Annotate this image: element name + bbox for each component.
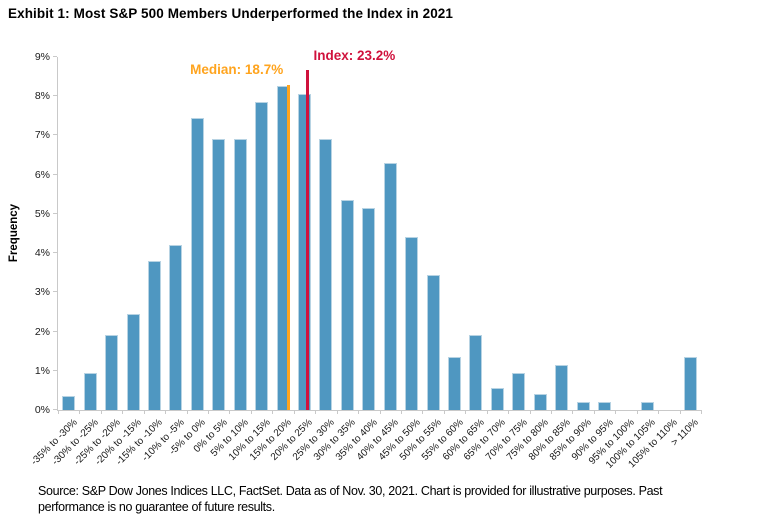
y-axis-tick (53, 56, 57, 57)
histogram-bar (297, 94, 311, 410)
histogram-bar (319, 139, 333, 410)
histogram-bar (576, 402, 590, 410)
x-axis-tick (701, 410, 702, 414)
histogram-bar (83, 372, 97, 410)
x-axis-tick (508, 410, 510, 414)
x-axis-tick (272, 410, 274, 414)
histogram-bar (469, 335, 483, 410)
index-line (305, 70, 309, 410)
y-axis-tick (53, 134, 57, 136)
histogram-bar (405, 237, 419, 410)
y-axis-tick-label: 5% (34, 207, 50, 220)
x-axis-tick (358, 410, 360, 414)
histogram-bar (490, 388, 504, 410)
y-axis-tick (53, 95, 57, 97)
x-axis-tick (615, 410, 617, 414)
x-axis-tick (550, 410, 552, 414)
histogram-bar (340, 200, 354, 410)
y-axis-tick-label: 8% (34, 90, 50, 103)
x-axis-tick (486, 410, 488, 414)
x-axis-tick (400, 410, 402, 414)
median-line (286, 85, 290, 410)
histogram-bar (105, 335, 119, 410)
x-axis-tick (315, 410, 317, 414)
y-axis-tick-label: 1% (34, 364, 50, 377)
histogram-bar (169, 245, 183, 410)
x-axis-tick (250, 410, 252, 414)
histogram-bar (147, 260, 161, 410)
histogram-bar (555, 364, 569, 410)
source-note-line1: Source: S&P Dow Jones Indices LLC, FactS… (38, 484, 663, 498)
y-axis-title: Frequency (8, 203, 20, 263)
x-axis-tick (229, 410, 231, 414)
index-label: Index: 23.2% (313, 48, 396, 63)
x-axis-tick (100, 410, 102, 414)
histogram-bar (255, 102, 269, 410)
histogram-bar (126, 313, 140, 410)
histogram-bar (683, 357, 697, 410)
x-axis-tick (443, 410, 445, 414)
x-axis-tick (572, 410, 574, 414)
histogram-bar (212, 139, 226, 410)
histogram-bar (533, 394, 547, 410)
y-axis-tick-label: 4% (34, 247, 50, 260)
histogram-bar (512, 372, 526, 410)
x-axis-tick (422, 410, 424, 414)
x-axis-tick (379, 410, 381, 414)
y-axis-tick-label: 6% (34, 168, 50, 181)
x-axis-tick (465, 410, 467, 414)
y-axis-tick-label: 3% (34, 286, 50, 299)
x-axis-tick (679, 410, 681, 414)
x-axis-tick (122, 410, 124, 414)
histogram-bar (426, 274, 440, 410)
chart-title: Exhibit 1: Most S&P 500 Members Underper… (8, 6, 454, 21)
histogram-bar (448, 357, 462, 410)
x-axis-tick (593, 410, 595, 414)
x-axis-tick (293, 410, 295, 414)
x-axis-tick (186, 410, 188, 414)
source-note-line2: performance is no guarantee of future re… (38, 500, 275, 514)
x-axis-tick (79, 410, 81, 414)
median-label: Median: 18.7% (190, 62, 284, 77)
y-axis-tick-label: 7% (34, 129, 50, 142)
y-axis-tick-label: 9% (34, 51, 50, 63)
y-axis-tick (53, 212, 57, 214)
histogram-bar (362, 208, 376, 410)
y-axis-tick-label: 2% (34, 325, 50, 338)
x-axis-tick (529, 410, 531, 414)
y-axis-tick (53, 330, 57, 332)
histogram-bar (190, 117, 204, 410)
histogram-bar (62, 396, 76, 410)
x-axis-tick (336, 410, 338, 414)
y-axis-tick (53, 173, 57, 175)
y-axis-tick-label: 0% (34, 404, 50, 416)
histogram-bar (383, 162, 397, 410)
x-axis-tick (636, 410, 638, 414)
histogram-bar (598, 402, 612, 410)
x-axis-tick (143, 410, 145, 414)
source-note: Source: S&P Dow Jones Indices LLC, FactS… (38, 483, 758, 515)
plot-area: 0% 1% 2% 3% 4% 5% 6% 7% 8% 9% -35% to -30% -30% to … (29, 48, 702, 471)
y-axis-tick (53, 369, 57, 371)
x-axis-tick (208, 410, 210, 414)
histogram-bar (233, 139, 247, 410)
y-axis-tick (53, 291, 57, 293)
x-axis-tick (658, 410, 660, 414)
y-axis-tick (53, 252, 57, 254)
x-axis-tick (165, 410, 167, 414)
y-axis-tick (53, 409, 57, 410)
histogram-bar (640, 402, 654, 410)
x-axis-tick (58, 410, 59, 414)
